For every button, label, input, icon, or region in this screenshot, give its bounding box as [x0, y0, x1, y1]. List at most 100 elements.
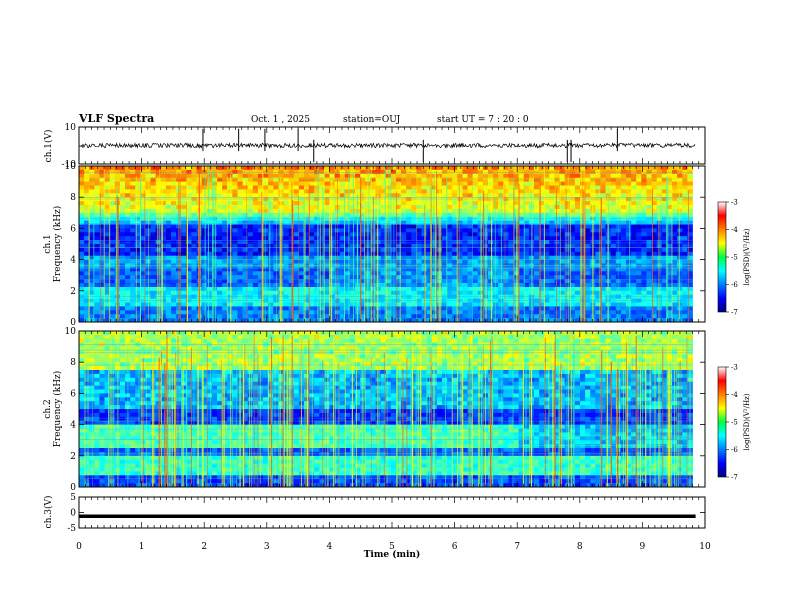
spectrogram-cell [610, 271, 617, 276]
spectrogram-cell [651, 228, 658, 233]
spectrogram-cell [309, 244, 315, 249]
spectrogram-cell [247, 267, 254, 272]
spectrogram-cell [395, 279, 402, 284]
spectrogram-cell [615, 212, 622, 218]
spectrogram-cell [554, 201, 560, 206]
spectrogram-cell [94, 166, 100, 171]
spectrogram-cell [569, 275, 576, 280]
spectrogram-cell [631, 263, 637, 268]
spectrogram-cell [84, 251, 90, 257]
spectrogram-cell [268, 310, 274, 315]
spectrogram-cell [523, 166, 530, 171]
spectrogram-cell [211, 306, 218, 311]
spectrogram-cell [375, 244, 382, 249]
spectrogram-cell [171, 197, 177, 202]
spectrogram-cell [544, 224, 550, 229]
spectrogram-cell [549, 318, 555, 323]
spectrogram-cell [79, 236, 85, 241]
spectrogram-cell [171, 271, 177, 276]
spectrogram-cell [452, 228, 458, 233]
spectrogram-cell [518, 286, 525, 292]
spectrogram-cell [646, 271, 652, 276]
spectrogram-cell [298, 193, 305, 198]
spectrogram-cell [201, 212, 208, 218]
spectrogram-cell [411, 259, 417, 264]
spectrogram-cell [646, 275, 652, 280]
spectrogram-cell [559, 302, 566, 307]
spectrogram-cell [181, 290, 187, 296]
spectrogram-cell [487, 197, 494, 202]
spectrogram-cell [401, 236, 407, 241]
spectrogram-cell [222, 244, 228, 249]
spectrogram-cell [227, 185, 233, 190]
spectrogram-cell [406, 302, 412, 307]
spectrogram-cell [155, 306, 162, 311]
spectrogram-cell [79, 181, 85, 186]
spectrogram-cell [125, 197, 131, 202]
spectrogram-cell [135, 244, 141, 249]
spectrogram-cell [631, 275, 637, 280]
spectrogram-cell [104, 228, 111, 233]
spectrogram-cell [201, 267, 208, 272]
spectrogram-cell [99, 205, 105, 210]
spectrogram-cell [94, 185, 100, 190]
spectrogram-cell [493, 224, 499, 229]
spectrogram-cell [155, 290, 162, 296]
spectrogram-cell [687, 205, 693, 210]
spectrogram-cell [222, 310, 228, 315]
spectrogram-cell [595, 212, 601, 218]
spectrogram-cell [370, 263, 376, 268]
spectrogram-cell [677, 201, 683, 206]
spectrogram-cell [636, 302, 642, 307]
spectrogram-cell [401, 302, 407, 307]
spectrogram-cell [119, 290, 126, 296]
spectrogram-cell [661, 177, 668, 182]
spectrogram-cell [324, 314, 330, 319]
spectrogram-cell [247, 306, 254, 311]
spectrogram-cell [135, 306, 141, 311]
spectrogram-cell [273, 201, 279, 206]
spectrogram-cell [319, 212, 325, 218]
spectrogram-cell [569, 290, 576, 296]
spectrogram-cell [549, 267, 555, 272]
spectrogram-cell [482, 173, 489, 179]
spectrogram-cell [283, 224, 289, 229]
spectrogram-cell [661, 232, 668, 237]
spectrogram-cell [324, 244, 330, 249]
spectrogram-cell [140, 290, 146, 296]
spectrogram-cell [375, 240, 382, 245]
spectrogram-cell [84, 197, 90, 202]
spectrogram-cell [339, 181, 346, 186]
spectrogram-cell [401, 259, 407, 264]
spectrogram-cell [155, 310, 162, 315]
spectrogram-cell [349, 263, 356, 268]
spectrogram-cell [263, 208, 269, 214]
spectrogram-cell [181, 185, 187, 190]
spectrogram-cell [171, 267, 177, 272]
spectrogram-cell [298, 255, 305, 260]
spectrogram-cell [247, 302, 254, 307]
spectrogram-cell [84, 290, 90, 296]
spectrogram-cell [79, 189, 85, 194]
spectrogram-cell [467, 314, 474, 319]
spectrogram-cell [549, 212, 555, 218]
spectrogram-cell [165, 205, 172, 210]
spectrogram-cell [626, 189, 632, 194]
spectrogram-cell [416, 267, 422, 272]
spectrogram-cell [554, 212, 560, 218]
spectrogram-cell [181, 314, 187, 319]
spectrogram-cell [544, 263, 550, 268]
spectrogram-cell [523, 259, 530, 264]
spectrogram-cell [641, 275, 647, 280]
spectrogram-cell [89, 177, 95, 182]
spectrogram-cell [380, 290, 387, 296]
spectrogram-cell [493, 220, 499, 225]
spectrogram-cell [263, 173, 269, 179]
spectrogram-cell [94, 271, 100, 276]
spectrogram-cell [549, 193, 555, 198]
spectrogram-cell [631, 267, 637, 272]
spectrogram-cell [99, 169, 105, 175]
spectrogram-cell [370, 302, 376, 307]
spectrogram-cell [257, 236, 264, 241]
spectrogram-cell [416, 275, 422, 280]
